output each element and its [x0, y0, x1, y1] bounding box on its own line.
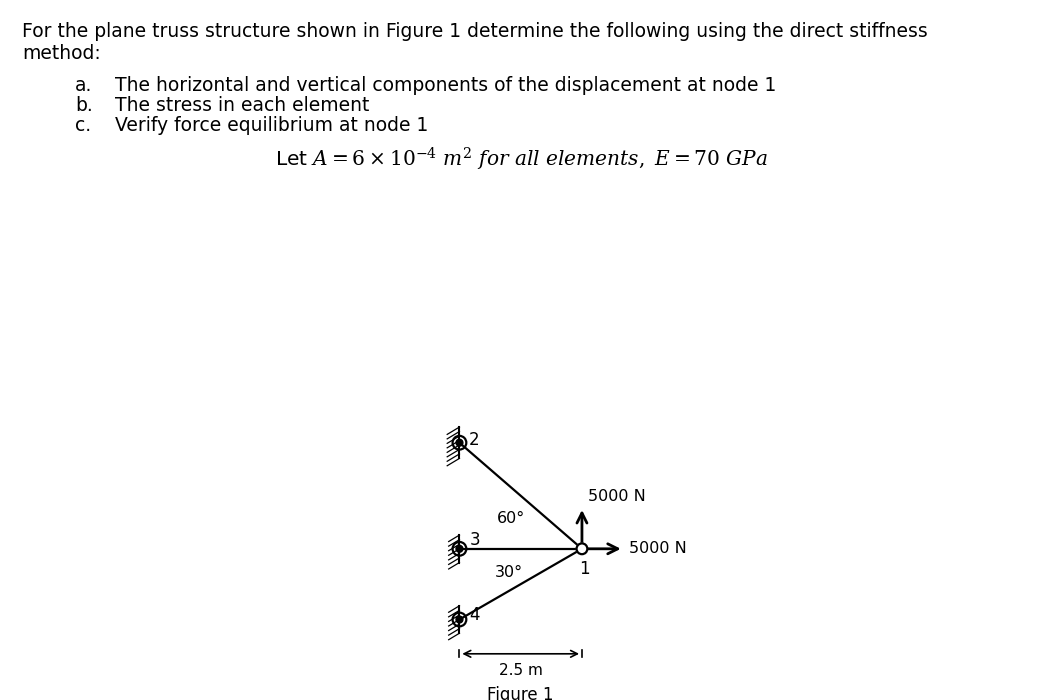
Text: 30°: 30° [494, 565, 522, 580]
Text: b.: b. [75, 96, 93, 115]
Circle shape [456, 440, 463, 446]
Text: The stress in each element: The stress in each element [115, 96, 369, 115]
Text: 60°: 60° [496, 511, 525, 526]
Circle shape [577, 543, 587, 554]
Text: Let $A = 6 \times 10^{-4}$ $m^2$ $\it{for\ all\ elements},\ E = 70\ GPa$: Let $A = 6 \times 10^{-4}$ $m^2$ $\it{fo… [276, 146, 768, 173]
Text: method:: method: [22, 44, 100, 63]
Text: For the plane truss structure shown in Figure 1 determine the following using th: For the plane truss structure shown in F… [22, 22, 928, 41]
Circle shape [456, 545, 463, 552]
Text: a.: a. [75, 76, 92, 95]
Text: 2: 2 [468, 431, 479, 449]
Text: 1: 1 [579, 559, 589, 578]
Text: 4: 4 [469, 606, 480, 624]
Text: 3: 3 [469, 531, 480, 549]
Text: 5000 N: 5000 N [588, 489, 646, 504]
Text: Figure 1: Figure 1 [487, 686, 554, 700]
Text: Verify force equilibrium at node 1: Verify force equilibrium at node 1 [115, 116, 428, 135]
Text: The horizontal and vertical components of the displacement at node 1: The horizontal and vertical components o… [115, 76, 776, 95]
Text: 5000 N: 5000 N [629, 541, 688, 556]
Text: 2.5 m: 2.5 m [498, 663, 542, 678]
Circle shape [456, 616, 463, 623]
Text: c.: c. [75, 116, 91, 135]
